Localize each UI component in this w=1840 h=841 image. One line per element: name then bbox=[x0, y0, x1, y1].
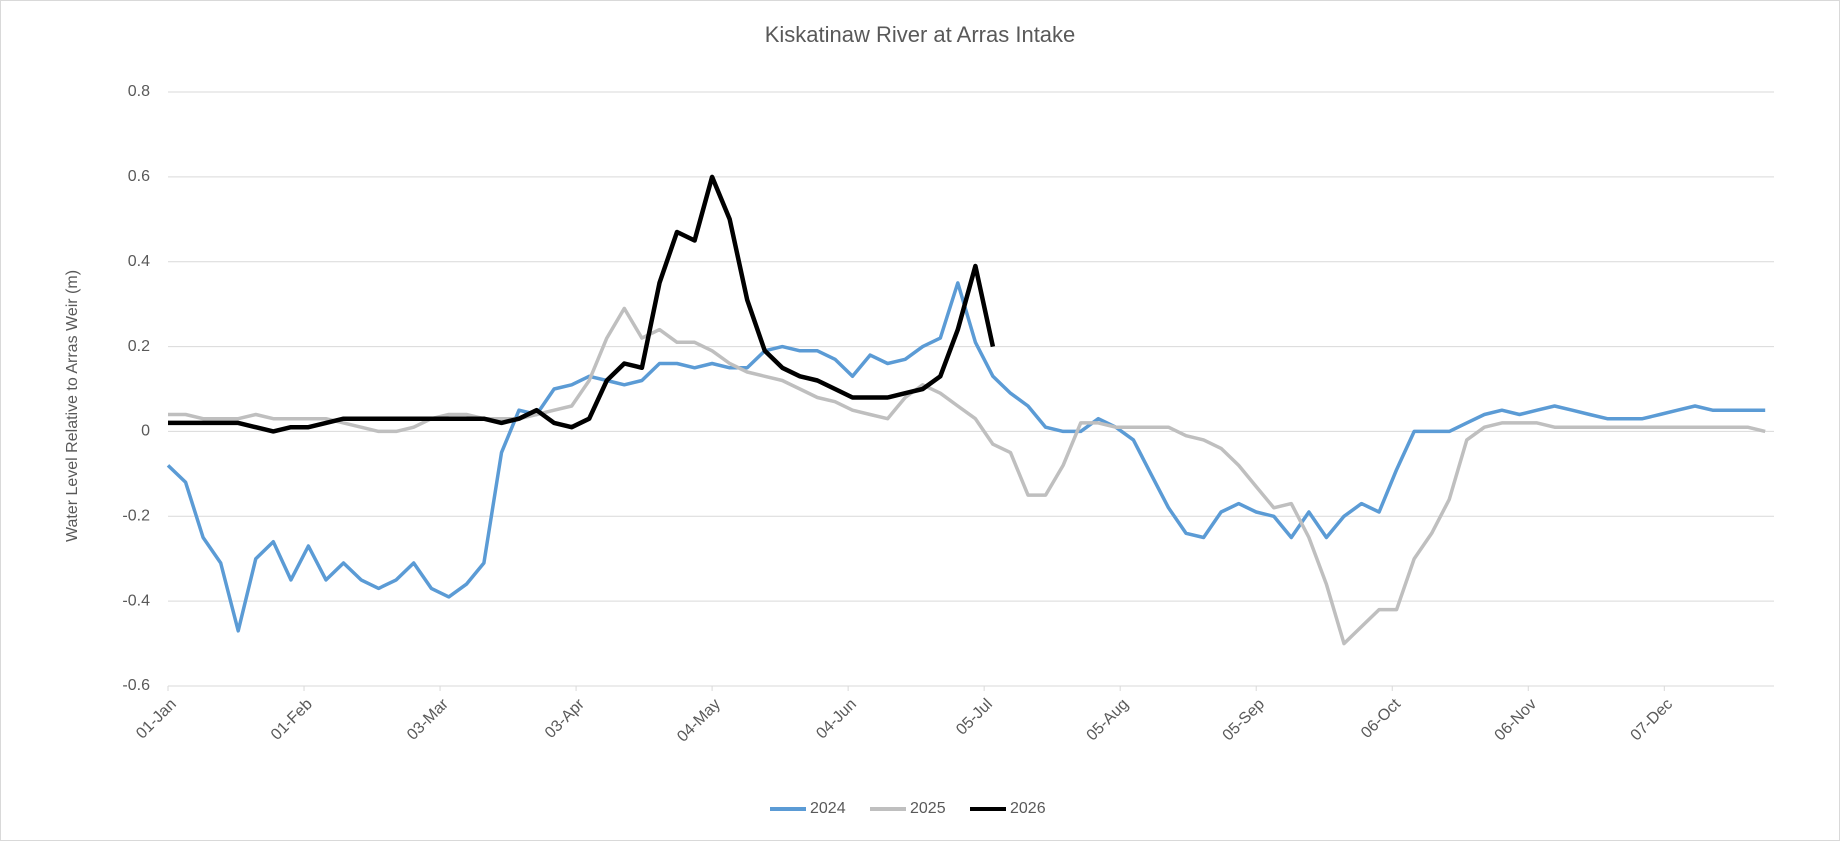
y-tick-label: 0.6 bbox=[128, 168, 150, 185]
y-tick-label: -0.2 bbox=[122, 508, 150, 525]
series-line bbox=[166, 281, 1766, 633]
y-tick-label: 0 bbox=[141, 423, 150, 440]
chart-title: Kiskatinaw River at Arras Intake bbox=[765, 22, 1076, 47]
y-tick-label: 0.2 bbox=[128, 338, 150, 355]
legend-label: 2025 bbox=[910, 800, 946, 817]
y-tick-label: -0.4 bbox=[122, 592, 150, 609]
series-line bbox=[168, 174, 996, 434]
y-tick-label: 0.4 bbox=[128, 253, 150, 270]
y-tick-label: -0.6 bbox=[122, 677, 150, 694]
y-tick-label: 0.8 bbox=[128, 83, 150, 100]
y-axis-label: Water Level Relative to Arras Weir (m) bbox=[64, 270, 81, 542]
legend-label: 2026 bbox=[1010, 800, 1046, 817]
legend-label: 2024 bbox=[810, 800, 846, 817]
